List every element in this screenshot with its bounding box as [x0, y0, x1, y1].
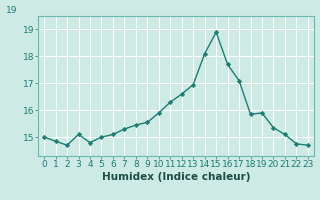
- X-axis label: Humidex (Indice chaleur): Humidex (Indice chaleur): [102, 172, 250, 182]
- Text: 19: 19: [6, 6, 18, 15]
